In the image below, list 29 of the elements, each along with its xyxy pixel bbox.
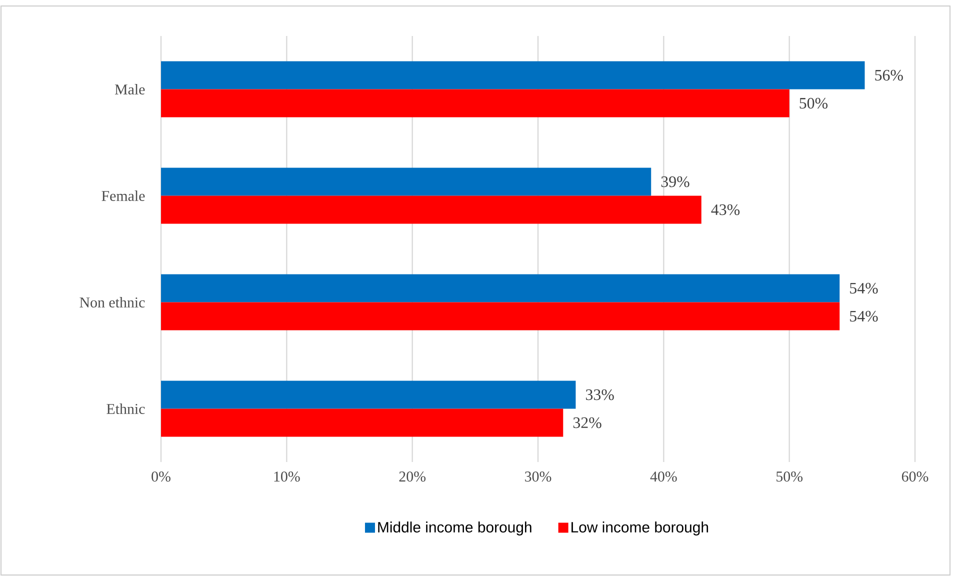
x-tick-label: 10% bbox=[274, 472, 300, 482]
data-label: 50% bbox=[800, 98, 828, 109]
data-label: 54% bbox=[850, 282, 878, 294]
legend-label: Low income borough bbox=[572, 522, 708, 536]
bar bbox=[161, 302, 840, 330]
data-label: 43% bbox=[711, 204, 740, 216]
bar bbox=[161, 168, 652, 196]
x-tick-label: 60% bbox=[902, 472, 928, 482]
bar bbox=[161, 274, 840, 302]
x-tick-label: 0% bbox=[152, 472, 170, 482]
x-tick-label: 20% bbox=[399, 472, 426, 482]
bar bbox=[161, 61, 865, 90]
data-label: 33% bbox=[586, 389, 614, 400]
x-tick-label: 30% bbox=[525, 472, 552, 482]
x-tick-label: 40% bbox=[650, 472, 677, 482]
bar bbox=[161, 380, 576, 409]
bar bbox=[161, 196, 702, 224]
data-label: 39% bbox=[661, 176, 690, 188]
legend-label: Middle income borough bbox=[378, 522, 532, 536]
data-label: 32% bbox=[573, 417, 602, 428]
y-tick-label: Ethnic bbox=[106, 403, 145, 414]
data-label: 56% bbox=[875, 70, 903, 81]
x-tick-label: 50% bbox=[776, 472, 803, 482]
bar bbox=[161, 89, 790, 118]
bar bbox=[161, 408, 564, 437]
y-tick-label: Female bbox=[102, 190, 145, 201]
data-label: 54% bbox=[850, 310, 878, 322]
y-tick-label: Non ethnic bbox=[80, 296, 145, 308]
y-tick-label: Male bbox=[114, 84, 145, 94]
